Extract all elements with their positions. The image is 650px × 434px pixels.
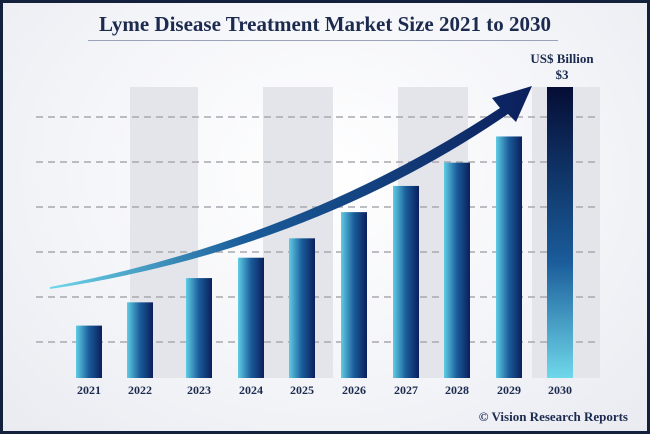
bar-2027	[393, 185, 419, 378]
x-tick-label: 2027	[394, 383, 418, 397]
x-tick-label: 2026	[342, 383, 366, 397]
bar-2023	[186, 278, 212, 378]
unit-label: US$ Billion	[530, 51, 594, 66]
bar-2021	[76, 325, 102, 378]
end-value-label: $3	[556, 67, 570, 82]
x-tick-label: 2025	[290, 383, 314, 397]
bar-2026	[341, 212, 367, 378]
bar-2022	[127, 302, 153, 378]
x-tick-label: 2022	[128, 383, 152, 397]
title-divider	[88, 40, 558, 41]
chart-title: Lyme Disease Treatment Market Size 2021 …	[99, 12, 551, 36]
x-tick-label: 2030	[548, 383, 572, 397]
x-tick-label: 2024	[239, 383, 263, 397]
x-tick-label: 2029	[497, 383, 521, 397]
bar-2028	[444, 162, 470, 378]
bar-2030	[547, 87, 573, 378]
x-tick-label: 2021	[77, 383, 101, 397]
bar-2029	[496, 136, 522, 378]
bar-2025	[289, 238, 315, 378]
x-tick-label: 2023	[187, 383, 211, 397]
copyright: © Vision Research Reports	[478, 409, 628, 424]
bar-2024	[238, 257, 264, 378]
x-tick-label: 2028	[445, 383, 469, 397]
